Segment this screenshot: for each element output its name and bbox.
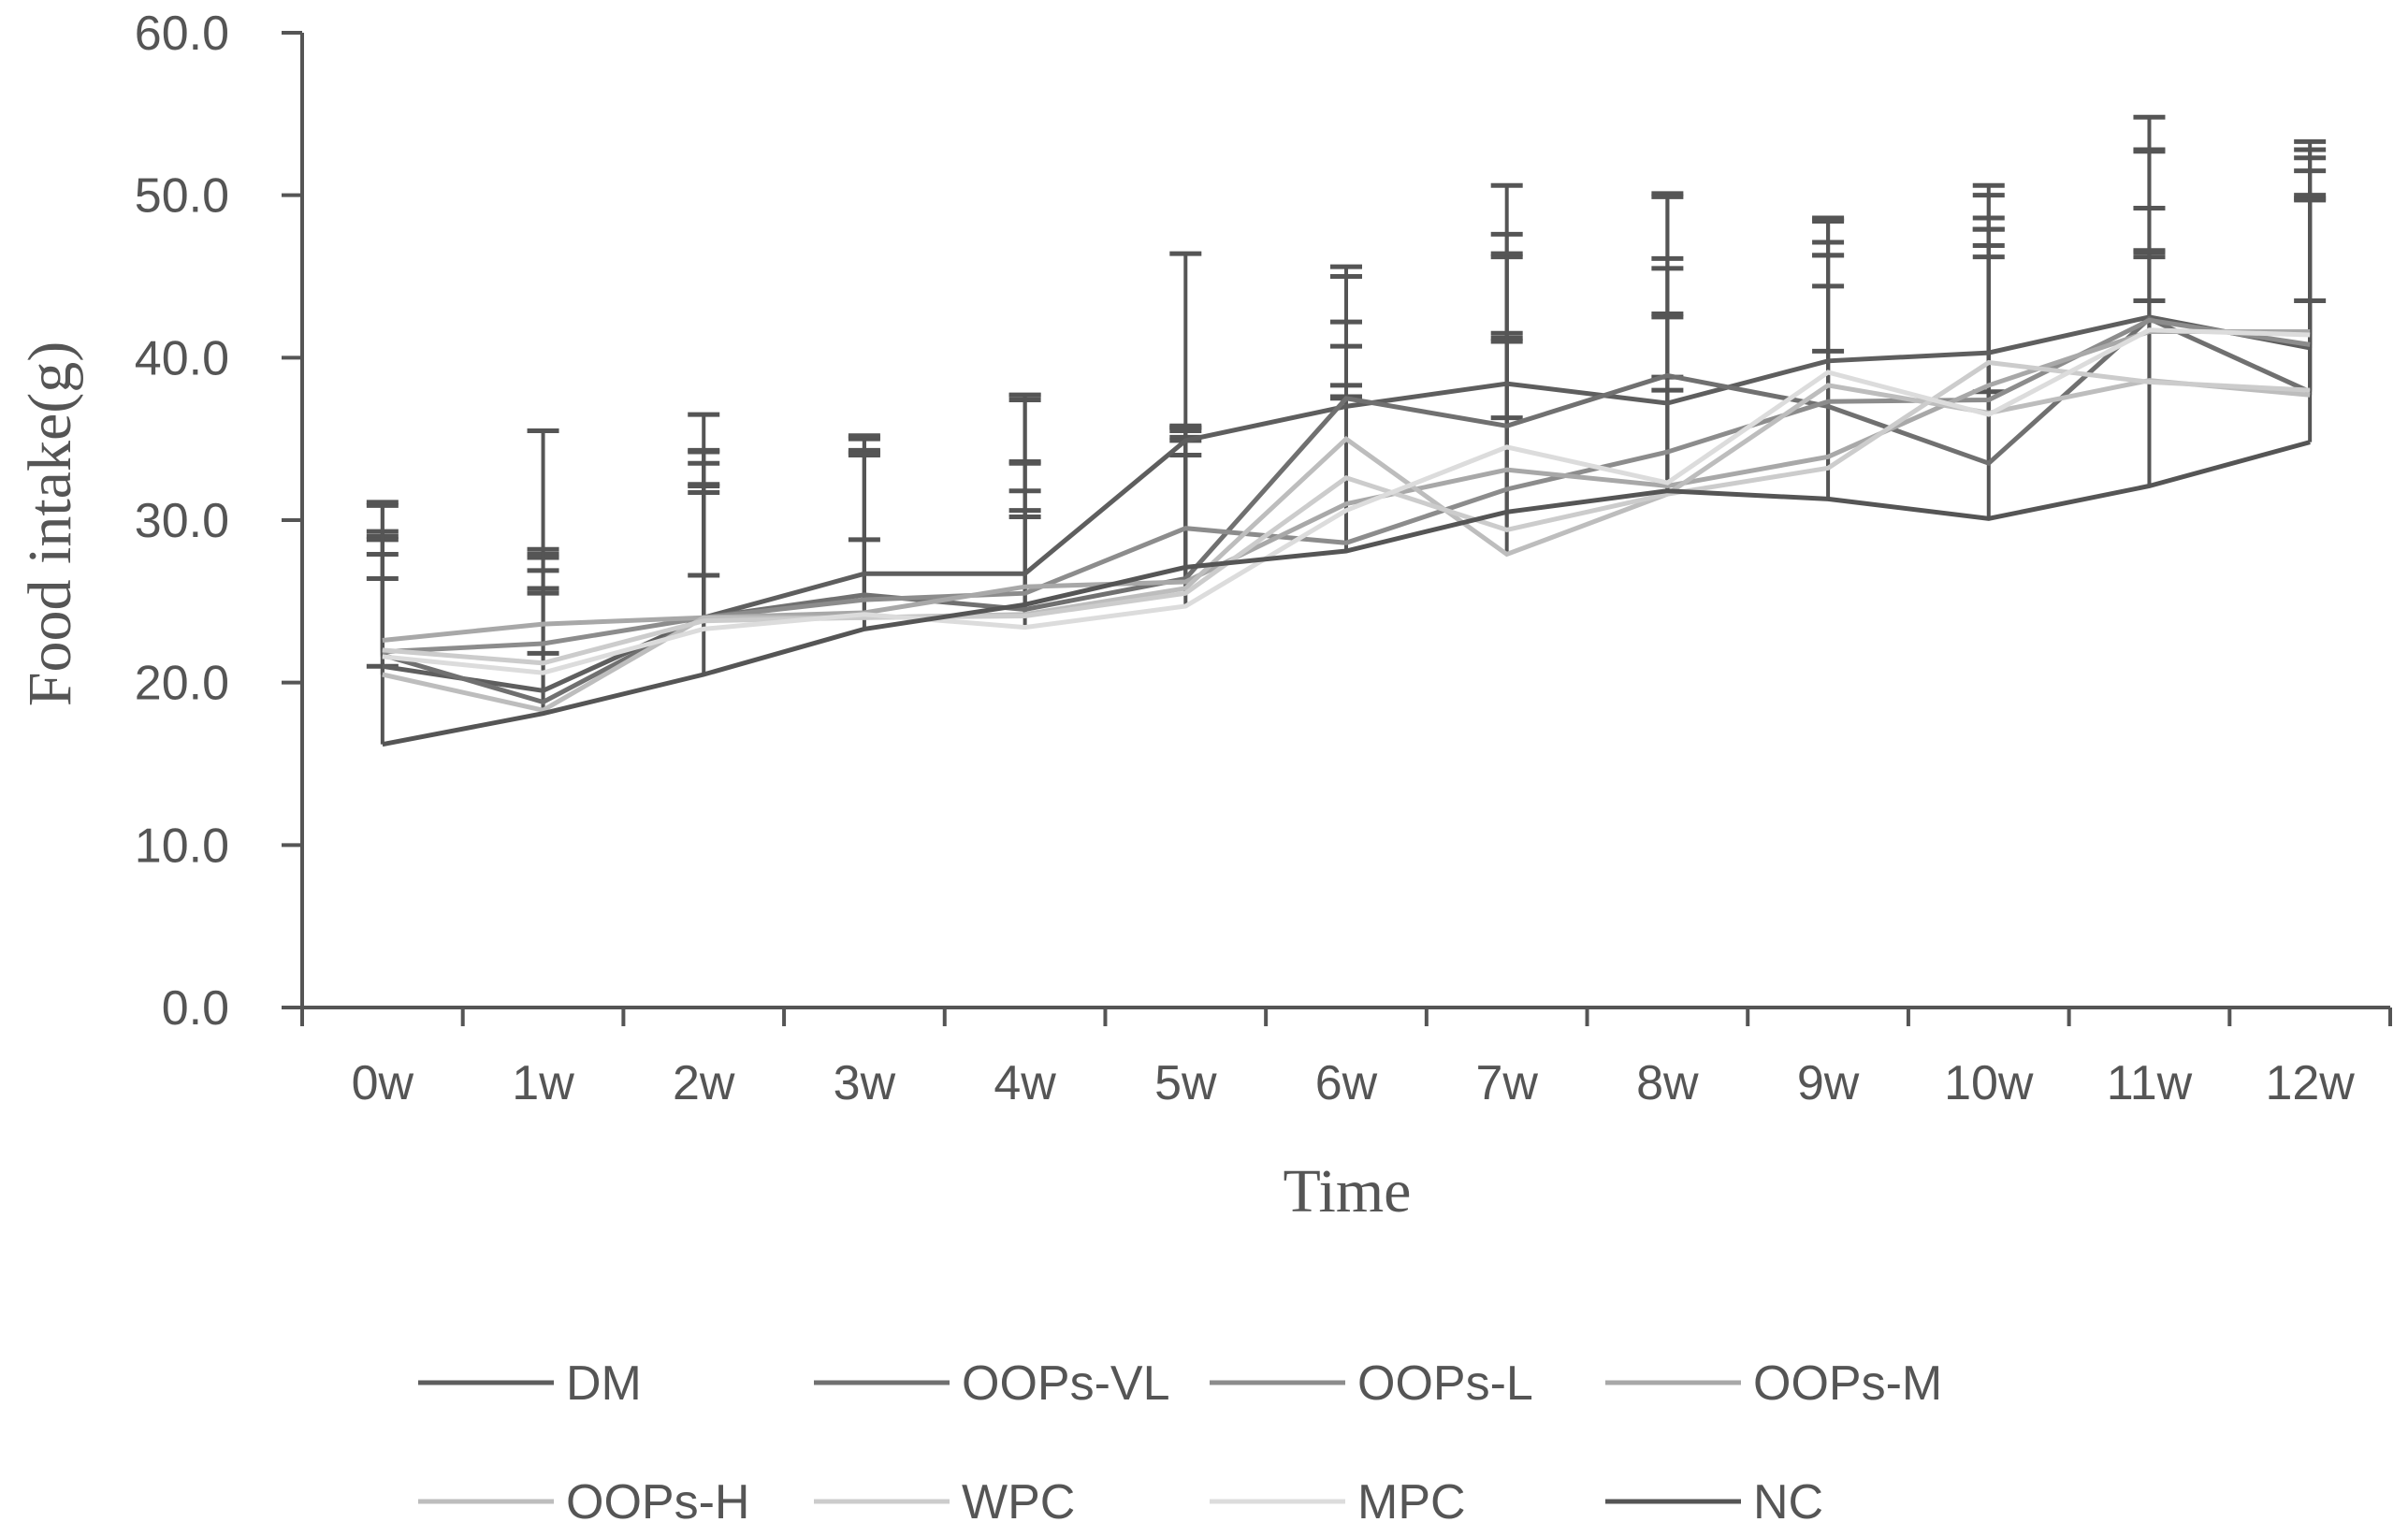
series-line-WPC: [382, 359, 2311, 666]
legend-label-DM: DM: [566, 1356, 642, 1411]
y-ticks: 0.0 10.0 20.0 30.0 40.0 50.0 60.0: [135, 7, 302, 1036]
legend-label-NC: NC: [1753, 1475, 1823, 1530]
y-tick-label: 40.0: [135, 331, 229, 385]
x-tick-label: 10w: [1944, 1056, 2034, 1110]
x-tick-label: 9w: [1797, 1056, 1860, 1110]
legend: DM OOPs-VL OOPs-L OOPs-M OOPs-H WPC MPC NC: [418, 1356, 1942, 1530]
x-axis-title: Time: [1284, 1157, 1412, 1225]
y-tick-label: 30.0: [135, 494, 229, 548]
x-tick-label: 3w: [834, 1056, 896, 1110]
x-tick-label: 1w: [512, 1056, 574, 1110]
legend-label-OOPs-M: OOPs-M: [1753, 1356, 1942, 1411]
x-tick-label: 5w: [1154, 1056, 1217, 1110]
error-bars-layer: [366, 114, 2327, 745]
x-ticks: 0w 1w 2w 3w 4w 5w 6w 7w 8w 9w 10w 11w 12w: [300, 1008, 2392, 1110]
x-tick-label: 0w: [352, 1056, 414, 1110]
legend-label-WPC: WPC: [962, 1475, 1075, 1530]
x-tick-label: 8w: [1636, 1056, 1699, 1110]
series-line-NC: [382, 440, 2311, 747]
x-tick-label: 4w: [994, 1056, 1056, 1110]
x-tick-label: 2w: [673, 1056, 735, 1110]
legend-label-OOPs-H: OOPs-H: [566, 1475, 749, 1530]
x-tick-label: 11w: [2107, 1056, 2193, 1110]
y-axis-title: Food intake(g): [16, 341, 84, 706]
legend-label-MPC: MPC: [1357, 1475, 1466, 1530]
y-tick-label: 10.0: [135, 819, 229, 873]
y-tick-label: 0.0: [162, 981, 229, 1036]
x-tick-label: 7w: [1475, 1056, 1538, 1110]
x-tick-label: 6w: [1315, 1056, 1378, 1110]
legend-label-OOPs-L: OOPs-L: [1357, 1356, 1533, 1411]
y-tick-label: 60.0: [135, 7, 229, 61]
y-tick-label: 50.0: [135, 169, 229, 224]
x-tick-label: 12w: [2265, 1056, 2355, 1110]
series-line-MPC: [382, 327, 2311, 675]
series-lines-layer: [382, 314, 2312, 747]
y-tick-label: 20.0: [135, 657, 229, 711]
legend-label-OOPs-VL: OOPs-VL: [962, 1356, 1170, 1411]
